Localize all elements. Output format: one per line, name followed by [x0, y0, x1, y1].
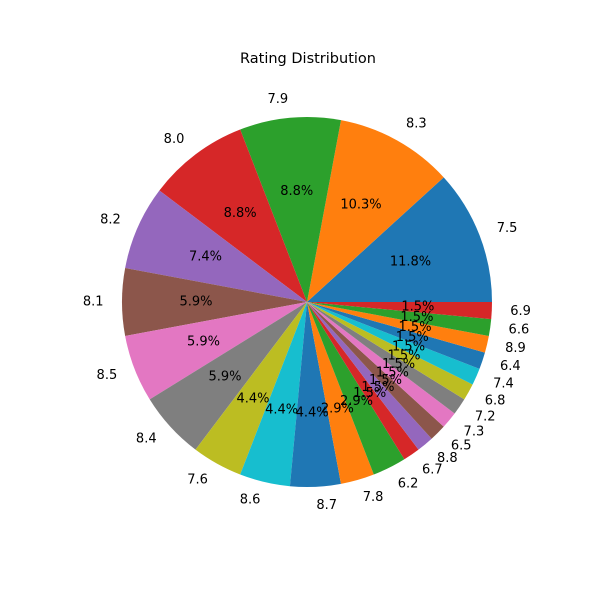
pie-slice-7-6 [195, 302, 307, 475]
chart-title: Rating Distribution [240, 51, 376, 67]
category-label: 6.7 [422, 462, 443, 477]
category-label: 8.4 [136, 432, 157, 447]
pie-slice-8-2 [125, 190, 307, 302]
category-label: 8.2 [100, 212, 121, 227]
category-label: 7.2 [475, 410, 496, 425]
pie-slice-6-4 [307, 302, 485, 369]
percent-label: 11.8% [390, 254, 431, 269]
category-label: 7.3 [464, 425, 485, 440]
percent-label: 2.9% [321, 401, 354, 416]
category-label: 7.9 [268, 92, 289, 107]
pie-slice-8-9 [307, 302, 489, 353]
category-label: 7.6 [187, 472, 208, 487]
percent-label: 7.4% [189, 250, 222, 265]
category-label: 7.8 [363, 490, 384, 505]
percent-label: 5.9% [208, 369, 241, 384]
pie-slice-7-4 [307, 302, 480, 385]
percent-label: 4.4% [265, 403, 298, 418]
percent-label: 1.5% [382, 357, 415, 372]
percent-label: 1.5% [353, 386, 386, 401]
category-label: 6.4 [500, 359, 521, 374]
percent-label: 5.9% [179, 295, 212, 310]
pie-slices [122, 117, 492, 487]
category-labels: 7.58.37.98.08.28.18.58.47.68.6 8.77.86.26… [83, 92, 531, 513]
category-label: 6.9 [510, 304, 531, 319]
pie-slice-7-8 [307, 302, 374, 484]
pie-slice-6-6 [307, 302, 492, 336]
pie-slice-8-7 [289, 302, 341, 487]
category-label: 6.2 [398, 477, 419, 492]
pie-slice-8-1 [122, 268, 308, 336]
category-label: 8.8 [437, 451, 458, 466]
pie-slice-8-0 [159, 129, 307, 302]
category-label: 6.8 [485, 394, 506, 409]
percent-label: 10.3% [340, 198, 381, 213]
pie-slice-8-6 [240, 302, 307, 487]
pie-slice-6-7 [307, 302, 419, 460]
pie-slice-7-2 [307, 302, 465, 414]
percent-label: 1.5% [361, 380, 394, 395]
percent-labels: 11.8%10.3%8.8%8.8%7.4%5.9%5.9%5.9%4.4%4.… [179, 184, 434, 420]
percent-label: 1.5% [400, 310, 433, 325]
category-label: 7.4 [493, 377, 514, 392]
category-label: 8.5 [97, 368, 118, 383]
pie-slice-7-9 [240, 117, 341, 302]
category-label: 8.9 [505, 341, 526, 356]
percent-label: 8.8% [280, 184, 313, 199]
category-label: 6.6 [509, 323, 530, 338]
percent-label: 1.5% [399, 320, 432, 335]
percent-label: 1.5% [376, 365, 409, 380]
percent-label: 8.8% [224, 206, 257, 221]
pie-slice-6-8 [307, 302, 473, 400]
pie-slice-6-9 [307, 302, 492, 320]
pie-slice-8-4 [149, 302, 307, 450]
percent-label: 1.5% [401, 300, 434, 315]
pie-slice-7-5 [307, 177, 492, 302]
category-label: 6.5 [451, 438, 472, 453]
percent-label: 1.5% [396, 330, 429, 345]
category-label: 8.1 [83, 295, 104, 310]
percent-label: 1.5% [387, 349, 420, 364]
category-label: 8.0 [164, 132, 185, 147]
percent-label: 1.5% [392, 339, 425, 354]
category-label: 8.7 [316, 498, 337, 513]
percent-label: 1.5% [369, 373, 402, 388]
percent-label: 5.9% [187, 335, 220, 350]
pie-slice-7-3 [307, 302, 455, 427]
pie-slice-8-5 [125, 302, 307, 400]
pie-slice-8-3 [307, 120, 444, 302]
category-label: 7.5 [497, 221, 518, 236]
pie-slice-8-8 [307, 302, 432, 450]
pie-slice-6-2 [307, 302, 405, 475]
category-label: 8.3 [406, 117, 427, 132]
pie-slice-6-5 [307, 302, 444, 439]
percent-label: 2.9% [340, 394, 373, 409]
percent-label: 4.4% [296, 405, 329, 420]
percent-label: 4.4% [236, 391, 269, 406]
category-label: 8.6 [240, 493, 261, 508]
